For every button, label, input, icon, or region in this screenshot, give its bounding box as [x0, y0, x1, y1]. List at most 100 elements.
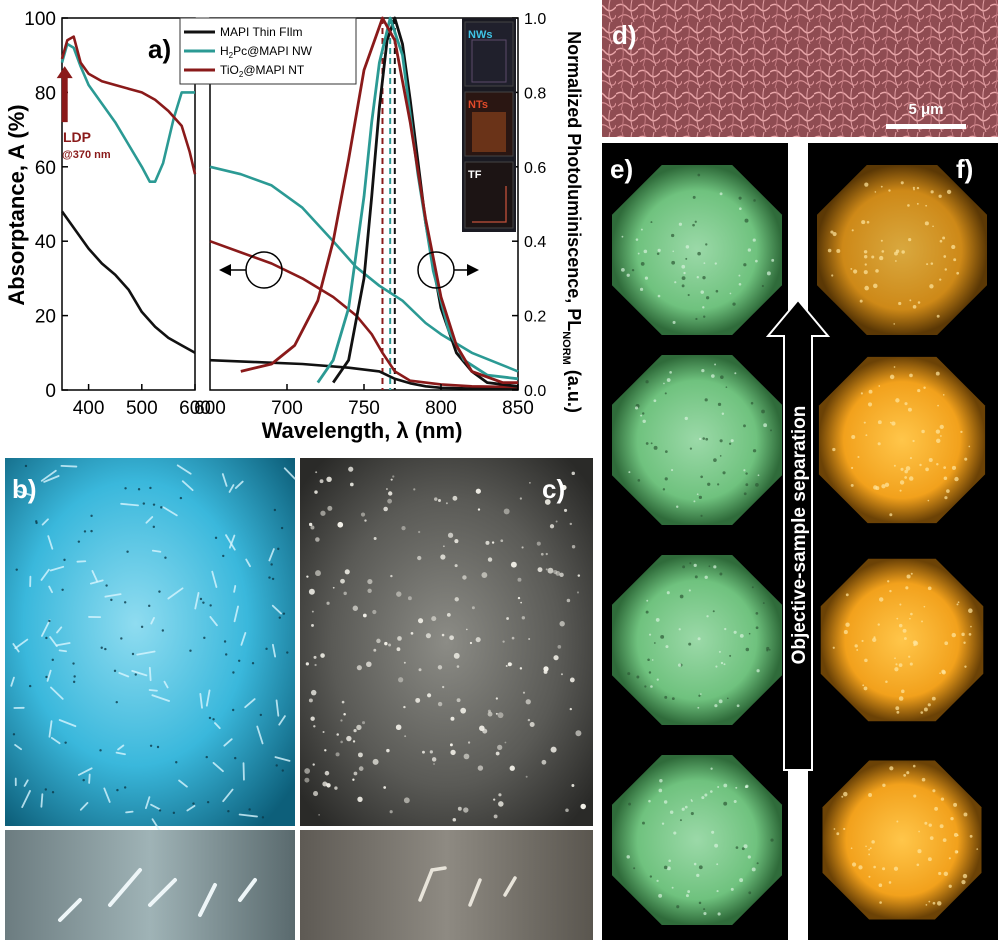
green-speck: [755, 259, 758, 263]
blue-dark-speck: [277, 547, 280, 551]
blue-fiber-mark: [278, 715, 286, 726]
blue-dark-speck: [270, 563, 273, 566]
orange-speck: [894, 667, 899, 672]
right-y-tick-label: 1.0: [524, 11, 546, 28]
orange-speck: [898, 623, 903, 628]
blue-fiber-mark: [274, 756, 291, 762]
blue-dark-speck: [149, 744, 153, 747]
orange-speck: [894, 260, 897, 262]
orange-speck: [898, 301, 902, 306]
gray-bright-speck: [477, 508, 481, 511]
gray-bright-speck: [569, 522, 573, 526]
axes-ticks: 0 20 40 60 80 100 0.0 0.2 0.4 0.6 0.8 1.0 400 500 6006…: [24, 9, 546, 419]
blue-fiber-mark: [21, 790, 31, 809]
green-speck: [621, 267, 625, 272]
orange-speck: [943, 871, 949, 877]
gray-bright-speck: [305, 662, 309, 666]
green-speck: [663, 865, 668, 870]
gray-bright-speck: [392, 475, 395, 478]
green-speck: [747, 855, 751, 859]
green-speck: [719, 192, 723, 196]
gray-bright-speck: [450, 716, 455, 721]
blue-dark-speck: [192, 802, 195, 805]
gray-bright-speck: [312, 763, 315, 766]
orange-speck: [861, 639, 864, 643]
orange-speck: [882, 867, 886, 871]
orange-speck: [895, 706, 900, 711]
green-speck: [628, 802, 631, 806]
green-speck: [757, 474, 760, 477]
orange-speck: [909, 373, 913, 378]
blue-dark-speck: [234, 756, 237, 760]
gray-bright-speck: [310, 525, 315, 530]
blue-dark-speck: [45, 636, 48, 640]
green-speck: [688, 642, 692, 646]
orange-fluorescence-spot: [820, 558, 984, 722]
gray-bright-speck: [403, 661, 406, 664]
gray-bright-speck: [320, 653, 325, 658]
green-fluorescence-spot: [612, 355, 782, 525]
green-speck: [751, 867, 756, 872]
orange-speck: [879, 901, 882, 904]
inset-tf-sample: [472, 186, 507, 223]
orange-speck: [864, 182, 869, 187]
gray-bright-speck: [495, 751, 500, 756]
gray-bright-speck: [441, 633, 445, 637]
gray-bright-speck: [325, 782, 329, 786]
blue-dark-speck: [35, 520, 38, 523]
absorptance-pl-chart: 0 20 40 60 80 100 0.0 0.2 0.4 0.6 0.8 1.0 400 500 6006…: [4, 9, 584, 443]
blue-fiber-mark: [117, 744, 125, 751]
orange-speck: [873, 865, 876, 869]
gray-bright-speck: [487, 557, 493, 562]
green-speck: [692, 195, 696, 199]
inset-tf: [464, 161, 514, 229]
orange-speck: [863, 270, 868, 275]
blue-fiber-mark: [79, 802, 89, 811]
blue-fiber-mark: [145, 516, 154, 524]
orange-speck: [831, 274, 834, 277]
orange-speck: [836, 248, 841, 253]
green-speck: [698, 865, 703, 870]
orange-speck: [845, 622, 850, 627]
gray-bright-speck: [446, 612, 451, 617]
gray-bright-speck: [390, 574, 393, 578]
green-speck: [732, 302, 736, 306]
blue-fiber-mark: [125, 810, 134, 814]
gray-bright-speck: [569, 677, 575, 683]
gray-bright-speck: [440, 554, 446, 560]
gray-bright-speck: [372, 609, 377, 615]
blue-fiber-mark: [233, 585, 237, 593]
green-speck: [657, 248, 661, 252]
green-speck: [648, 799, 651, 803]
panel-label-f: f): [956, 154, 973, 184]
gray-bright-speck: [311, 623, 314, 627]
blue-dark-speck: [123, 786, 127, 789]
gray-bright-speck: [431, 616, 437, 622]
green-speck: [738, 274, 741, 277]
gray-bright-speck: [390, 478, 393, 481]
blue-fiber-mark: [58, 719, 77, 728]
green-speck: [704, 398, 708, 402]
green-speck: [666, 378, 671, 382]
orange-speck: [860, 392, 863, 395]
green-speck: [634, 406, 639, 410]
green-speck: [658, 788, 663, 793]
gray-bright-speck: [387, 498, 393, 504]
orange-speck: [939, 824, 944, 829]
left-plot-frame: [61, 17, 196, 391]
green-speck: [640, 262, 645, 266]
gray-bright-speck: [417, 555, 422, 561]
green-speck: [696, 873, 700, 878]
green-speck: [640, 414, 643, 417]
green-speck: [668, 859, 671, 863]
orange-speck: [868, 875, 871, 878]
green-speck: [748, 891, 752, 895]
blue-fiber-mark: [268, 548, 275, 562]
blue-dark-speck: [275, 764, 278, 767]
green-speck: [655, 618, 660, 622]
blue-dark-speck: [179, 496, 183, 500]
gray-bright-speck: [418, 530, 421, 534]
green-speck: [735, 846, 739, 849]
orange-speck: [896, 820, 899, 823]
blue-dark-speck: [271, 577, 275, 581]
